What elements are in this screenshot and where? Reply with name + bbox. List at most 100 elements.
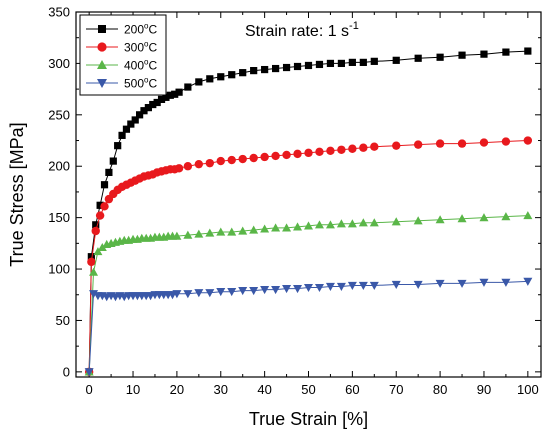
legend-label-degree: o bbox=[144, 40, 149, 49]
data-point bbox=[205, 228, 215, 237]
data-point bbox=[127, 120, 135, 128]
x-tick-label: 50 bbox=[301, 382, 315, 397]
data-point bbox=[175, 88, 183, 96]
data-point bbox=[314, 220, 324, 229]
series-500 bbox=[84, 277, 533, 377]
series-200 bbox=[85, 47, 532, 376]
data-point bbox=[195, 78, 203, 86]
legend-box bbox=[79, 14, 167, 96]
data-point bbox=[228, 71, 236, 79]
data-point bbox=[358, 281, 368, 290]
data-point bbox=[501, 137, 511, 146]
data-point bbox=[216, 227, 226, 236]
x-tick-label: 90 bbox=[477, 382, 491, 397]
data-point bbox=[118, 131, 126, 139]
data-point bbox=[271, 286, 281, 295]
legend-item: 300oC bbox=[86, 40, 157, 55]
data-point bbox=[457, 139, 467, 148]
legend-label-value: 500 bbox=[124, 77, 144, 91]
data-point bbox=[523, 136, 533, 145]
data-point bbox=[183, 230, 193, 239]
legend-marker bbox=[97, 79, 107, 88]
y-tick-label: 300 bbox=[48, 56, 70, 71]
data-point bbox=[391, 280, 401, 289]
data-point bbox=[348, 144, 357, 153]
data-point bbox=[136, 111, 144, 119]
data-point bbox=[369, 218, 379, 227]
legend-label: 200oC bbox=[124, 22, 157, 37]
data-point bbox=[91, 226, 100, 236]
legend-label-value: 300 bbox=[124, 41, 144, 55]
data-point bbox=[293, 149, 302, 159]
data-point bbox=[358, 218, 368, 227]
strain-rate-annotation: Strain rate: 1 s-1 bbox=[245, 20, 359, 40]
data-point bbox=[523, 277, 533, 286]
data-point bbox=[435, 215, 445, 224]
data-point bbox=[326, 146, 335, 156]
data-point bbox=[370, 142, 379, 151]
legend-label-degree: o bbox=[144, 76, 149, 85]
data-point bbox=[183, 162, 193, 171]
data-point bbox=[238, 154, 247, 164]
data-point bbox=[271, 223, 281, 232]
data-point bbox=[100, 202, 109, 211]
data-point bbox=[239, 69, 247, 77]
series-300 bbox=[84, 136, 533, 377]
data-point bbox=[238, 226, 248, 235]
data-point bbox=[293, 284, 303, 294]
legend-label-value: 200 bbox=[124, 23, 144, 37]
data-point bbox=[238, 287, 248, 296]
data-point bbox=[315, 147, 324, 157]
data-point bbox=[194, 289, 204, 298]
data-point bbox=[359, 58, 367, 66]
data-point bbox=[205, 289, 215, 298]
data-point bbox=[172, 290, 182, 299]
data-point bbox=[314, 283, 324, 293]
annotation-main-text: Strain rate: 1 s bbox=[245, 23, 349, 40]
data-point bbox=[435, 139, 445, 148]
data-point bbox=[89, 267, 99, 276]
x-tick-label: 70 bbox=[389, 382, 403, 397]
y-tick-label: 200 bbox=[48, 159, 70, 174]
data-point bbox=[436, 53, 444, 61]
data-point bbox=[336, 282, 346, 292]
data-point bbox=[413, 140, 423, 149]
data-point bbox=[100, 181, 109, 189]
data-point bbox=[479, 138, 489, 147]
legend-label: 300oC bbox=[124, 40, 157, 55]
data-point bbox=[166, 91, 174, 99]
data-point bbox=[140, 107, 148, 115]
data-point bbox=[435, 279, 445, 288]
data-point bbox=[304, 61, 313, 70]
x-tick-label: 10 bbox=[126, 382, 140, 397]
data-point bbox=[194, 159, 204, 169]
data-point bbox=[109, 157, 117, 165]
data-point bbox=[370, 57, 378, 65]
legend-label-unit: C bbox=[148, 77, 157, 91]
data-point bbox=[457, 214, 467, 223]
data-point bbox=[149, 100, 157, 109]
data-point bbox=[249, 153, 258, 163]
data-point bbox=[260, 286, 270, 295]
data-point bbox=[337, 59, 346, 68]
data-point bbox=[227, 288, 237, 297]
x-tick-label: 30 bbox=[214, 382, 228, 397]
data-point bbox=[391, 217, 401, 226]
annotation-superscript: -1 bbox=[349, 20, 359, 32]
y-tick-label: 0 bbox=[63, 364, 70, 379]
legend-marker bbox=[97, 42, 107, 52]
data-point bbox=[359, 143, 368, 152]
data-point bbox=[458, 51, 466, 59]
data-point bbox=[271, 64, 280, 73]
data-point bbox=[304, 283, 313, 293]
y-tick-label: 150 bbox=[48, 210, 70, 225]
data-point bbox=[315, 60, 324, 69]
data-point bbox=[171, 90, 179, 98]
data-point bbox=[325, 220, 335, 229]
legend-item: 400oC bbox=[86, 58, 157, 73]
data-point bbox=[227, 227, 237, 236]
legend-label-unit: C bbox=[148, 23, 157, 37]
data-point bbox=[336, 219, 346, 228]
